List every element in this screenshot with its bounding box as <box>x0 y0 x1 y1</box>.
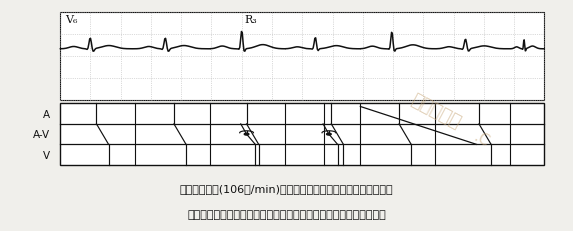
Text: 交接性早搏引起假性一度房室传导鸻滞及延期代偿间歇（引自吴祥）: 交接性早搏引起假性一度房室传导鸻滞及延期代偿间歇（引自吴祥） <box>187 209 386 219</box>
Bar <box>60 13 544 100</box>
Circle shape <box>327 134 331 135</box>
Text: A: A <box>43 109 50 119</box>
Text: 生活心电图: 生活心电图 <box>407 90 464 131</box>
Text: 窦性心动过速(106次/min)、间位型房室交接性早搏、隐匿性房室: 窦性心动过速(106次/min)、间位型房室交接性早搏、隐匿性房室 <box>180 183 393 193</box>
Text: V: V <box>43 150 50 160</box>
Text: V₆: V₆ <box>65 15 77 24</box>
Text: R₃: R₃ <box>244 15 257 24</box>
Bar <box>60 104 544 165</box>
Text: A-V: A-V <box>33 130 50 140</box>
Text: .C: .C <box>471 128 492 149</box>
Circle shape <box>244 134 249 135</box>
